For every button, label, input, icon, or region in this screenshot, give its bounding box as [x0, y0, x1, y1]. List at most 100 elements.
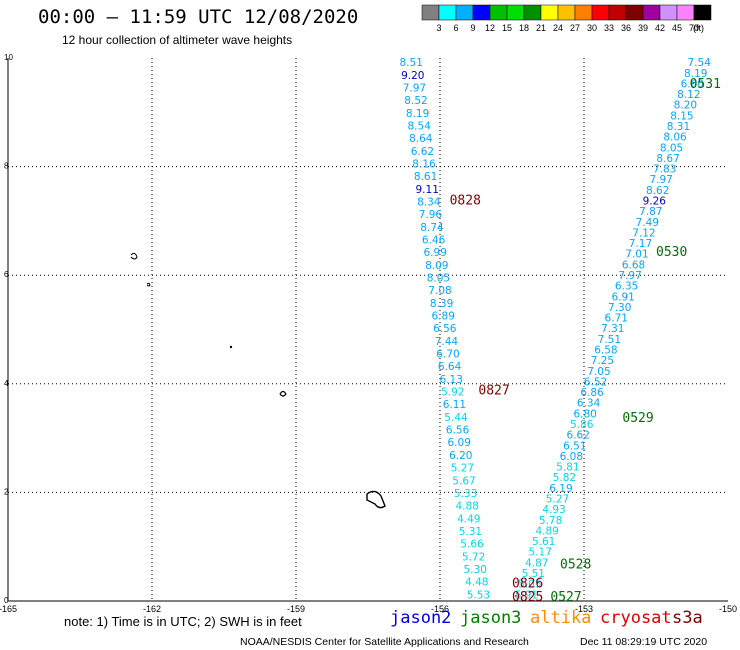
wave-height-value: 6.51 — [563, 440, 586, 452]
wave-height-value: 7.83 — [653, 164, 676, 176]
wave-height-value: 8.62 — [646, 185, 669, 197]
wave-height-value: 9.11 — [416, 184, 439, 196]
wave-height-value: 7.87 — [639, 206, 662, 218]
pass-time-label: 0527 — [550, 590, 581, 605]
wave-height-value: 5.05 — [518, 579, 541, 591]
color-scale-swatch — [540, 4, 559, 21]
wave-height-value: 9.20 — [401, 70, 424, 82]
wave-height-value: 8.05 — [660, 142, 683, 154]
wave-height-value: 6.20 — [449, 450, 472, 462]
map-subtitle: 12 hour collection of altimeter wave hei… — [62, 33, 293, 47]
wave-height-value: 8.64 — [409, 133, 433, 145]
island-big — [366, 490, 386, 509]
wave-height-value: 7.12 — [632, 227, 655, 239]
color-scale-label: 33 — [604, 23, 614, 33]
color-scale-swatch — [506, 4, 525, 21]
wave-height-value: 5.82 — [553, 472, 576, 484]
wave-height-value: 7.44 — [435, 336, 459, 348]
wave-height-value: 7.05 — [587, 366, 610, 378]
wave-height-value: 8.52 — [404, 95, 427, 107]
wave-height-value: 6.91 — [611, 291, 634, 303]
pass-time-label: 0531 — [690, 77, 721, 92]
wave-height-value: 5.33 — [454, 488, 477, 500]
color-scale-label: 21 — [536, 23, 546, 33]
island-kauai — [146, 282, 151, 287]
satellite-jason2: jason2 — [390, 608, 452, 628]
island-niihau — [130, 252, 138, 260]
color-scale-swatch — [489, 4, 508, 21]
wave-height-value: 5.31 — [459, 526, 482, 538]
wave-height-value: 5.51 — [522, 568, 545, 580]
wave-height-value: 6.62 — [411, 146, 434, 158]
wave-height-value: 7.97 — [618, 270, 641, 282]
wave-height-value: 6.64 — [438, 361, 462, 373]
color-scale-label: 42 — [655, 23, 665, 33]
wave-height-value: 5.91 — [515, 589, 538, 601]
pass-time-label: 0528 — [560, 557, 591, 572]
wave-height-value: 5.27 — [451, 463, 474, 475]
wave-height-value: 6.80 — [573, 408, 596, 420]
y-tick-label: 2 — [4, 487, 9, 496]
wave-height-value: 8.51 — [400, 57, 423, 69]
wave-height-value: 5.78 — [539, 515, 562, 527]
pass-time-label: 0828 — [450, 194, 481, 209]
wave-height-value: 6.71 — [605, 313, 628, 325]
color-scale-label: 36 — [621, 23, 631, 33]
wave-height-value: 6.13 — [440, 374, 463, 386]
pass-time-label: 0529 — [622, 411, 653, 426]
wave-height-value: 6.11 — [443, 399, 466, 411]
color-scale-swatch — [421, 4, 440, 21]
wave-height-value: 4.48 — [465, 577, 488, 589]
color-scale-swatch — [625, 4, 644, 21]
wave-height-value: 7.51 — [598, 334, 621, 346]
x-tick-label: -159 — [287, 604, 305, 614]
wave-height-value: 7.97 — [403, 82, 426, 94]
y-tick-label: 6 — [4, 270, 9, 279]
wave-height-value: 8.34 — [417, 197, 441, 209]
wave-height-value: 6.35 — [615, 281, 638, 293]
color-scale-swatch — [472, 4, 491, 21]
pass-time-label: 0827 — [478, 384, 509, 399]
wave-height-value: 5.86 — [570, 419, 594, 431]
color-scale-swatch — [591, 4, 610, 21]
wave-height-value: 8.31 — [667, 121, 690, 133]
wave-height-value: 6.60 — [681, 78, 704, 90]
color-scale-unit: (ft) — [693, 23, 704, 33]
y-tick-label: 8 — [4, 162, 9, 171]
wave-height-value: 4.87 — [525, 557, 548, 569]
wave-height-value: 7.25 — [591, 355, 614, 367]
color-scale-label: 27 — [570, 23, 580, 33]
wave-height-value: 7.54 — [688, 57, 712, 69]
x-tick-label: -156 — [431, 604, 449, 614]
wave-height-value: 5.67 — [452, 475, 475, 487]
wave-height-value: 6.52 — [584, 376, 607, 388]
credit-line: NOAA/NESDIS Center for Satellite Applica… — [240, 636, 529, 648]
color-scale-swatch — [557, 4, 576, 21]
wave-height-value: 8.12 — [677, 89, 700, 101]
wave-height-value: 8.09 — [425, 260, 448, 272]
wave-height-value: 5.17 — [529, 547, 552, 559]
color-scale-label: 6 — [453, 23, 458, 33]
color-scale-label: 24 — [553, 23, 563, 33]
color-scale-swatch — [438, 4, 457, 21]
wave-height-value: 6.46 — [422, 235, 446, 247]
color-scale-swatch — [659, 4, 678, 21]
x-tick-label: -165 — [0, 604, 17, 614]
color-scale-label: 12 — [485, 23, 495, 33]
wave-height-value: 6.34 — [577, 398, 601, 410]
y-tick-label: 0 — [4, 596, 9, 605]
wave-height-value: 7.31 — [601, 323, 624, 335]
wave-height-value: 8.16 — [412, 159, 436, 171]
satellite-altika: altika — [530, 608, 592, 628]
wave-height-value: 7.17 — [629, 238, 652, 250]
color-scale-label: 30 — [587, 23, 597, 33]
wave-height-value: 6.08 — [560, 451, 583, 463]
wave-height-value: 9.26 — [643, 196, 667, 208]
color-scale-label: 18 — [519, 23, 529, 33]
color-scale-swatch — [523, 4, 542, 21]
wave-height-value: 6.89 — [432, 311, 455, 323]
color-scale-swatch — [455, 4, 474, 21]
x-tick-label: -153 — [575, 604, 593, 614]
wave-height-value: 5.72 — [462, 551, 485, 563]
